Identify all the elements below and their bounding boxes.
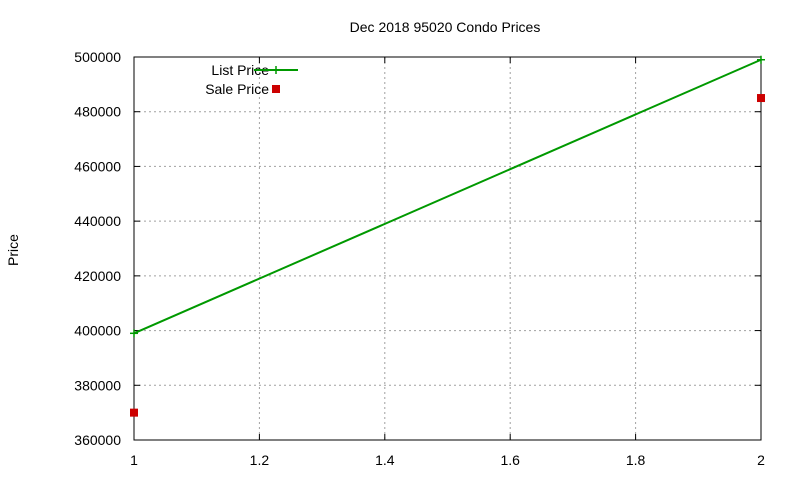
x-tick-label: 1.2 (250, 452, 270, 468)
y-tick-label: 500000 (74, 49, 121, 65)
legend-entry-list-price: List Price (211, 62, 298, 78)
legend-marker (272, 85, 280, 93)
plot-frame (133, 56, 762, 441)
y-tick-label: 440000 (74, 213, 121, 229)
grid-lines (134, 57, 761, 440)
legend-label: List Price (211, 62, 269, 78)
axis-ticks: 1 1.2 1.4 1.6 1.8 2 360000 380000 400000 420000 44… (74, 49, 765, 468)
list-price-line (133, 58, 762, 335)
y-tick-label: 480000 (74, 104, 121, 120)
x-tick-label: 1.4 (375, 452, 395, 468)
chart-title: Dec 2018 95020 Condo Prices (350, 19, 541, 35)
legend-entry-sale-price: Sale Price (205, 81, 280, 97)
sale-price-point (757, 94, 765, 103)
legend-label: Sale Price (205, 81, 269, 97)
y-axis-label: Price (5, 234, 21, 266)
plot-border (133, 56, 762, 441)
y-tick-label: 400000 (74, 323, 121, 339)
data-series (130, 55, 765, 417)
x-tick-label: 1.8 (626, 452, 646, 468)
sale-price-point (130, 408, 138, 417)
y-tick-label: 380000 (74, 377, 121, 393)
x-tick-label: 1 (130, 452, 138, 468)
series-sale-price (130, 94, 765, 417)
y-tick-label: 360000 (74, 432, 121, 448)
y-tick-label: 420000 (74, 268, 121, 284)
list-price-point (130, 329, 138, 338)
x-tick-label: 1.6 (500, 452, 520, 468)
legend: List Price Sale Price (205, 62, 298, 97)
series-list-price (130, 55, 765, 338)
y-tick-label: 460000 (74, 158, 121, 174)
list-price-point (757, 55, 765, 64)
legend-marker (272, 66, 280, 74)
x-tick-label: 2 (757, 452, 765, 468)
